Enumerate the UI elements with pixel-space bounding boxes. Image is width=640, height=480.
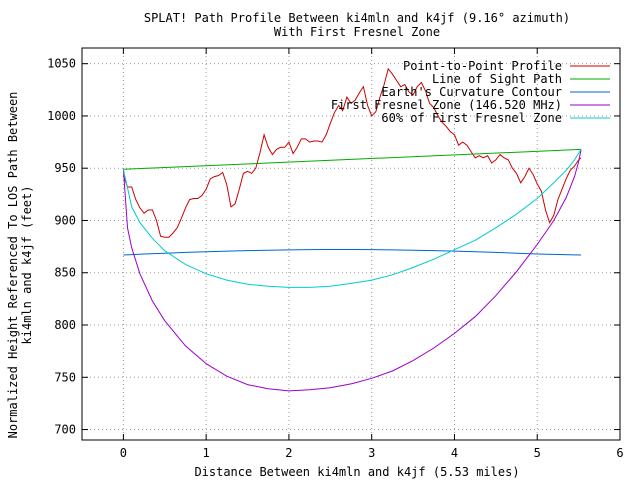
x-tick-label: 6 <box>616 446 623 460</box>
legend-label-earth-s-curvature-contour: Earth's Curvature Contour <box>381 85 562 99</box>
y-tick-label: 700 <box>54 423 76 437</box>
legend-label-first-fresnel-zone-146-520-mhz: First Fresnel Zone (146.520 MHz) <box>331 98 562 112</box>
chart-title: SPLAT! Path Profile Between ki4mln and k… <box>144 11 570 25</box>
series-line-line-of-sight-path <box>123 148 582 170</box>
y-tick-label: 1050 <box>47 57 76 71</box>
x-tick-label: 2 <box>285 446 292 460</box>
chart-subtitle: With First Fresnel Zone <box>274 25 440 39</box>
plot-frame <box>81 47 621 441</box>
legend-label-point-to-point-profile: Point-to-Point Profile <box>403 59 562 73</box>
y-tick-label: 850 <box>54 266 76 280</box>
y-axis-label-line-2: ki4mln and k4jf (feet) <box>20 186 34 345</box>
x-tick-label: 3 <box>368 446 375 460</box>
series-line-point-to-point-profile <box>122 67 582 238</box>
x-tick-label: 0 <box>120 446 127 460</box>
y-tick-label: 900 <box>54 213 76 227</box>
y-tick-label: 950 <box>54 161 76 175</box>
y-tick-label: 750 <box>54 370 76 384</box>
legend-label-60-of-first-fresnel-zone: 60% of First Fresnel Zone <box>381 111 562 125</box>
x-tick-label: 1 <box>203 446 210 460</box>
axis-ticks: 0 1 2 3 4 5 6 700 750 800 850 900 950 1000 1050 <box>47 48 624 460</box>
y-tick-label: 1000 <box>47 109 76 123</box>
x-axis-label: Distance Between ki4mln and k4jf (5.53 m… <box>194 465 519 479</box>
legend-label-line-of-sight-path: Line of Sight Path <box>432 72 562 86</box>
series-line-first-fresnel-zone-146-520-mhz <box>122 149 582 392</box>
y-tick-label: 800 <box>54 318 76 332</box>
x-tick-label: 4 <box>451 446 458 460</box>
series-line-earth-s-curvature-contour <box>123 249 582 256</box>
x-tick-label: 5 <box>534 446 541 460</box>
series-line-60-of-first-fresnel-zone <box>122 149 582 288</box>
series-layer <box>122 67 582 392</box>
y-axis-label-line-1: Normalized Height Referenced To LOS Path… <box>6 92 20 439</box>
